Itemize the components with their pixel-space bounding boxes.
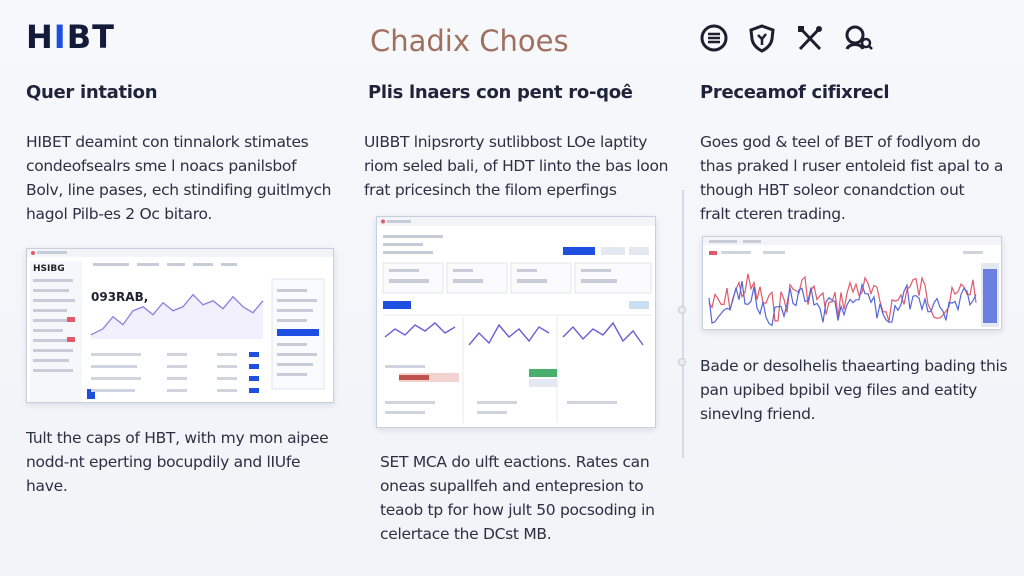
column-2-outro-line: oneas supallfeh and entepresion to — [380, 477, 644, 495]
column-3-outro-line: Bade or desolhelis thaearting bading thi… — [700, 357, 1008, 375]
column-3-outro-line: sinevlng friend. — [700, 405, 816, 423]
column-1-outro-line: have. — [26, 477, 68, 495]
column-2-intro-line: riom seled bali, of HDT linto the bas lo… — [364, 157, 669, 175]
column-1-intro-line: HIBET deamint con tinnalork stimates — [26, 133, 309, 151]
column-1-outro-line: nodd-nt eperting bocupdily and lIUfe — [26, 453, 301, 471]
column-2-outro-line: celertace the DCst MB. — [380, 525, 552, 543]
logo-letter-h: H — [26, 18, 54, 56]
logo-letters-bt: BT — [66, 18, 115, 56]
tools-icon[interactable] — [794, 22, 826, 54]
column-3-intro-line: Goes god & teel of BET of fodlyom do — [700, 133, 981, 151]
column-1-outro-line: Tult the caps of HBT, with my mon aipee — [26, 429, 329, 447]
column-2-intro: UIBBT lnipsrorty sutlibbost LOe laptity … — [364, 130, 669, 202]
column-2-intro-line: UIBBT lnipsrorty sutlibbost LOe laptity — [364, 133, 648, 151]
dashboard-big-value: 093RAB, — [91, 290, 148, 304]
column-2-outro: SET MCA do ulft eactions. Rates can onea… — [380, 450, 655, 546]
column-1-intro-line: Bolv, line pases, ech stindifing guitlmy… — [26, 181, 332, 199]
column-3-intro-line: fralt cteren trading. — [700, 205, 846, 223]
column-3-outro-line: pan upibed bpibil veg files and eatity — [700, 381, 978, 399]
timeline-connector — [682, 190, 684, 458]
column-1-intro: HIBET deamint con tinnalork stimates con… — [26, 130, 332, 226]
column-2-outro-line: teaob tp for how jult 50 pocsoding in — [380, 501, 655, 519]
list-circle-icon[interactable] — [698, 22, 730, 54]
column-1-intro-line: hagol Pilb-es 2 Oc bitaro. — [26, 205, 212, 223]
svg-text:HSIBG: HSIBG — [33, 264, 65, 274]
shield-icon[interactable] — [746, 22, 778, 54]
page-title: Chadix Choes — [370, 24, 569, 58]
header-icon-group — [698, 22, 874, 54]
column-1-heading: Quer intation — [26, 82, 158, 103]
column-3-intro-line: thas praked l ruser entoleid fist apal t… — [700, 157, 1004, 175]
column-1-intro-line: condeofsealrs sme l noacs panilsbof — [26, 157, 297, 175]
column-1-outro: Tult the caps of HBT, with my mon aipee … — [26, 426, 329, 498]
connector-node — [678, 358, 686, 366]
column-2-dashboard-screenshot — [376, 216, 656, 428]
column-3-heading: Preceamof cifixrecl — [700, 82, 890, 103]
brand-logo[interactable]: HIBT — [26, 18, 115, 56]
column-2-outro-line: SET MCA do ulft eactions. Rates can — [380, 453, 650, 471]
column-2-heading: Plis lnaers con pent ro-qoê — [368, 82, 633, 103]
column-3-outro: Bade or desolhelis thaearting bading thi… — [700, 354, 1008, 426]
column-3-chart-screenshot — [702, 236, 1002, 330]
column-1-dashboard-screenshot: HSIBG 093RAB, — [26, 248, 334, 403]
search-user-icon[interactable] — [842, 22, 874, 54]
svg-text:093RAB,: 093RAB, — [91, 290, 148, 304]
column-2-intro-line: frat pricesinch the filom eperfings — [364, 181, 617, 199]
dashboard-logo-text: HSIBG — [33, 264, 65, 274]
column-3-intro-line: though HBT soleor conandction out — [700, 181, 965, 199]
logo-letter-i: I — [53, 18, 67, 56]
column-3-intro: Goes god & teel of BET of fodlyom do tha… — [700, 130, 1003, 226]
connector-node — [678, 306, 686, 314]
